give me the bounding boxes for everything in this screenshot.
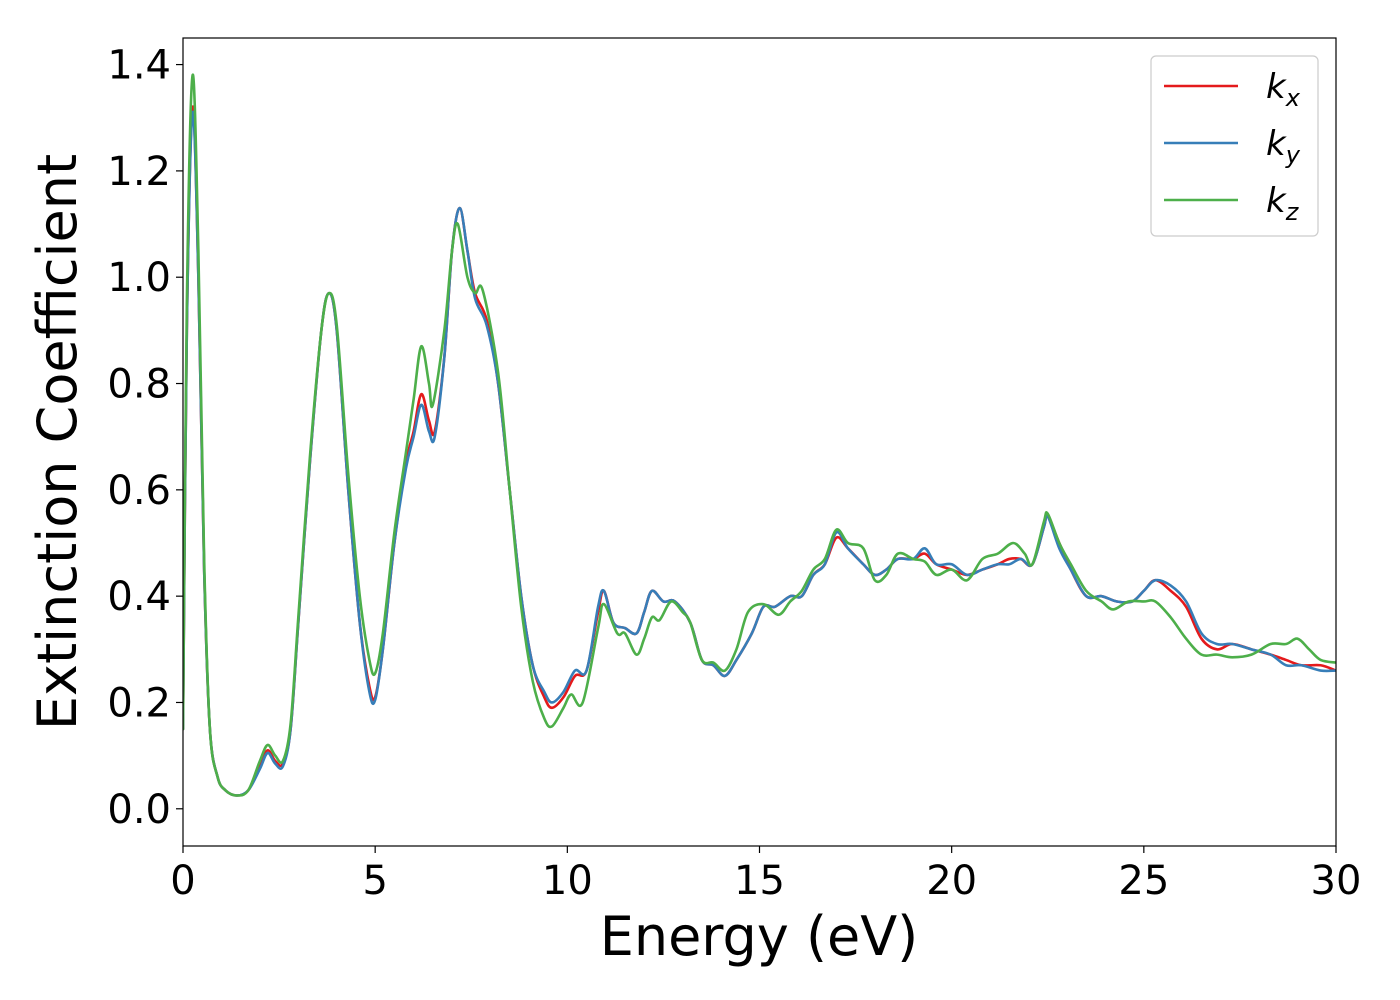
legend: kx ky kz [1150,55,1319,237]
y-tick-label: 1.0 [107,255,171,301]
x-axis-title: Energy (eV) [600,905,919,968]
legend-label-z: kz [1266,181,1300,226]
legend-label-y: ky [1266,124,1301,169]
x-tick-label: 25 [1118,858,1169,904]
x-tick-label: 5 [362,858,387,904]
x-axis-ticks: 0 5 10 15 20 25 30 [170,846,1361,904]
y-tick-label: 0.4 [107,574,171,620]
y-tick-label: 1.2 [107,149,171,195]
x-tick-label: 0 [170,858,195,904]
y-tick-label: 0.8 [107,362,171,408]
x-tick-label: 10 [542,858,593,904]
y-tick-label: 1.4 [107,43,171,89]
y-tick-label: 0.0 [107,787,171,833]
x-tick-label: 15 [734,858,785,904]
x-tick-label: 30 [1311,858,1362,904]
x-tick-label: 20 [926,858,977,904]
y-axis-title: Extinction Coefficient [26,154,89,730]
y-axis-ticks: 0.0 0.2 0.4 0.6 0.8 1.0 1.2 1.4 [107,43,183,833]
y-tick-label: 0.6 [107,468,171,514]
series-layer [183,73,1336,797]
y-tick-label: 0.2 [107,680,171,726]
legend-box [1150,55,1319,237]
series-line-z [183,73,1336,797]
legend-label-x: kx [1266,67,1301,112]
